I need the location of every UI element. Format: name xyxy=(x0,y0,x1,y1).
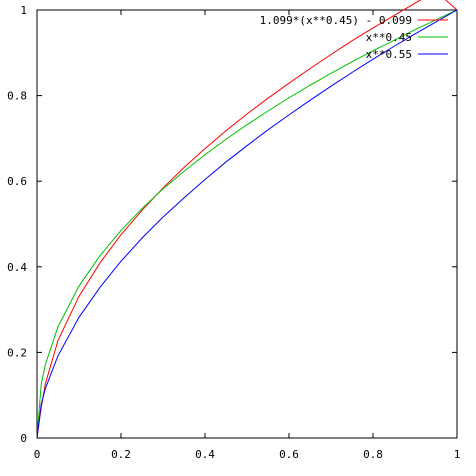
x-tick-label: 0 xyxy=(34,448,41,461)
y-tick-label: 0.6 xyxy=(7,175,27,188)
y-tick-label: 0.2 xyxy=(7,346,27,359)
y-tick-label: 1 xyxy=(20,4,27,17)
x-tick-label: 1 xyxy=(454,448,461,461)
y-tick-label: 0.4 xyxy=(7,261,27,274)
y-tick-label: 0 xyxy=(20,432,27,445)
series-line-0 xyxy=(36,0,458,439)
axis-ticks: 0 0.2 0.4 0.6 0.8 1 0 0.2 0.4 0.6 0.8 1 xyxy=(7,4,460,461)
legend-label-1: x**0.45 xyxy=(366,31,412,44)
series-layer xyxy=(36,0,458,439)
legend-label-2: x**0.55 xyxy=(366,48,412,61)
x-tick-label: 0.4 xyxy=(195,448,215,461)
legend: 1.099*(x**0.45) - 0.099 x**0.45 x**0.55 xyxy=(260,14,448,61)
x-tick-label: 0.2 xyxy=(111,448,131,461)
x-tick-label: 0.8 xyxy=(363,448,383,461)
legend-label-0: 1.099*(x**0.45) - 0.099 xyxy=(260,14,412,27)
y-tick-label: 0.8 xyxy=(7,90,27,103)
plot-frame xyxy=(36,9,458,439)
series-line-1 xyxy=(36,9,458,439)
x-tick-label: 0.6 xyxy=(279,448,299,461)
series-line-2 xyxy=(36,9,458,439)
